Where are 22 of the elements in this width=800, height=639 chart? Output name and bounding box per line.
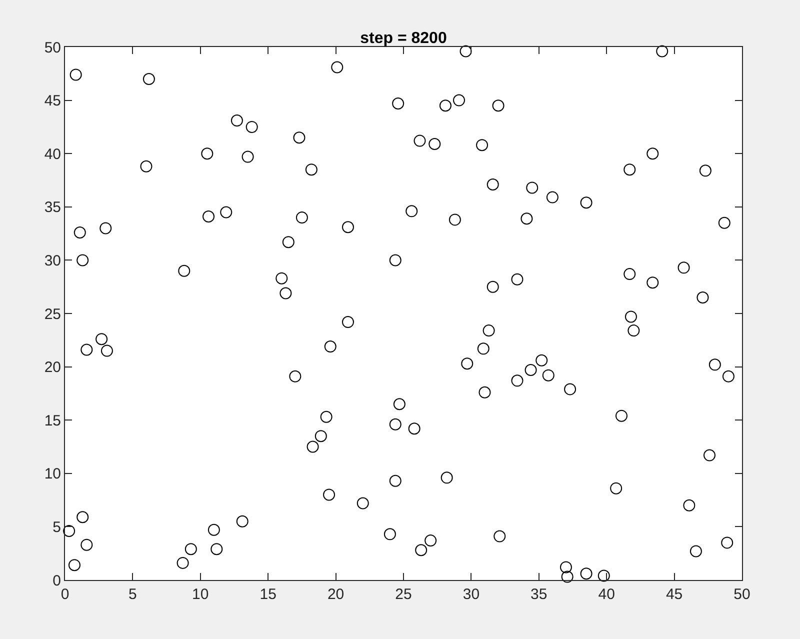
chart-title: step = 8200 <box>360 30 447 47</box>
x-tick-label: 35 <box>530 586 548 603</box>
x-tick-label: 50 <box>734 586 750 603</box>
y-tick-label: 50 <box>44 39 61 56</box>
y-tick-label: 15 <box>44 412 61 430</box>
y-tick-label: 10 <box>44 466 61 483</box>
y-tick-label: 30 <box>44 252 61 270</box>
x-tick-label: 15 <box>260 586 276 603</box>
x-tick-label: 20 <box>327 586 344 603</box>
y-tick-label: 0 <box>52 572 61 590</box>
y-tick-label: 35 <box>44 199 61 216</box>
x-tick-label: 40 <box>598 586 615 603</box>
x-tick-label: 10 <box>192 586 209 603</box>
x-tick-label: 45 <box>666 586 683 603</box>
y-tick-label: 20 <box>44 359 61 376</box>
y-tick-label: 40 <box>44 146 61 163</box>
y-tick-label: 45 <box>44 92 61 110</box>
x-tick-label: 25 <box>395 586 412 603</box>
x-tick-label: 5 <box>128 586 137 603</box>
x-tick-label: 30 <box>462 586 480 603</box>
y-tick-label: 5 <box>52 518 61 536</box>
y-tick-label: 25 <box>44 306 61 323</box>
